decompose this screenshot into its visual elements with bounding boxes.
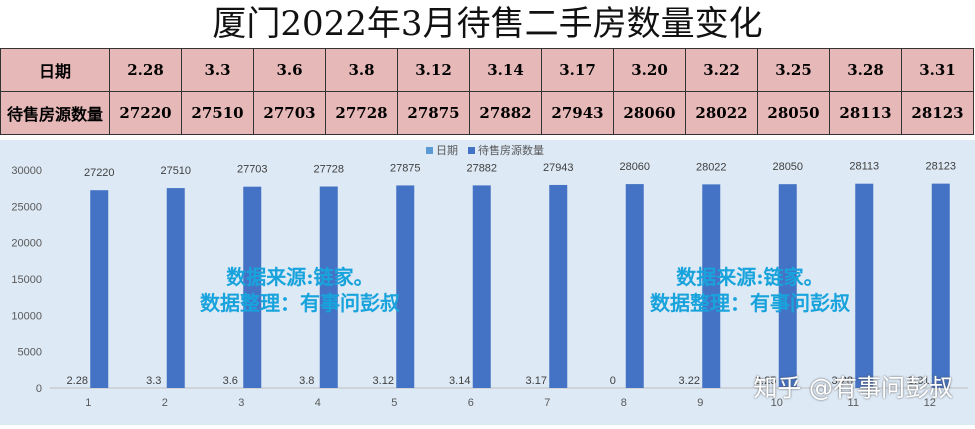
watermark-left-line1: 数据来源:链家。 <box>170 264 430 290</box>
x-tick-label: 2 <box>162 397 168 409</box>
bar-count <box>473 185 491 388</box>
watermark-left-line2: 数据整理：有事问彭叔 <box>170 290 430 316</box>
row-label-counts: 待售房源数量 <box>1 92 110 135</box>
data-label-count: 27882 <box>466 162 497 174</box>
table-cell-count: 27943 <box>542 92 614 135</box>
data-label-count: 27728 <box>313 164 344 176</box>
zhihu-watermark: 知乎 @有事问彭叔 <box>753 368 953 403</box>
data-label-count: 27943 <box>543 162 574 174</box>
x-tick-label: 8 <box>621 397 627 409</box>
data-label-count: 28050 <box>772 161 803 173</box>
data-label-count: 27703 <box>237 164 268 176</box>
table-cell-count: 28050 <box>758 92 830 135</box>
table-cell-date: 3.12 <box>398 49 470 92</box>
data-label-date: 0 <box>610 375 616 387</box>
x-tick-label: 3 <box>238 397 244 409</box>
data-label-count: 27510 <box>160 165 191 177</box>
table-cell-date: 3.17 <box>542 49 614 92</box>
table-cell-date: 3.22 <box>686 49 758 92</box>
table-cell-count: 28123 <box>902 92 974 135</box>
legend-swatch <box>468 147 475 154</box>
legend-swatch <box>426 147 433 154</box>
data-label-count: 28123 <box>925 161 956 173</box>
table-cell-date: 3.20 <box>614 49 686 92</box>
watermark-left: 数据来源:链家。 数据整理：有事问彭叔 <box>170 264 430 316</box>
table-cell-date: 2.28 <box>110 49 182 92</box>
watermark-right-line1: 数据来源:链家。 <box>620 264 880 290</box>
data-label-date: 3.17 <box>526 375 547 387</box>
data-label-count: 27220 <box>84 167 115 179</box>
watermark-right: 数据来源:链家。 数据整理：有事问彭叔 <box>620 264 880 316</box>
y-tick-label: 30000 <box>11 165 42 177</box>
x-tick-label: 7 <box>544 397 550 409</box>
table-cell-date: 3.28 <box>830 49 902 92</box>
chart-area: 0 5000 10000 15000 20000 25000 30000 日期 待售房源数量 2.… <box>0 140 975 425</box>
data-label-date: 3.12 <box>373 375 394 387</box>
data-label-date: 3.3 <box>146 375 161 387</box>
legend-label: 待售房源数量 <box>478 143 544 157</box>
x-tick-label: 5 <box>391 397 397 409</box>
y-tick-label: 10000 <box>11 310 42 322</box>
data-label-count: 28022 <box>696 161 727 173</box>
y-tick-label: 5000 <box>18 347 42 359</box>
x-tick-label: 4 <box>315 397 321 409</box>
table-cell-count: 28060 <box>614 92 686 135</box>
y-tick-label: 0 <box>36 383 42 395</box>
table-cell-date: 3.25 <box>758 49 830 92</box>
table-cell-count: 27882 <box>470 92 542 135</box>
data-label-date: 3.22 <box>679 375 700 387</box>
data-label-date: 3.14 <box>449 375 470 387</box>
x-tick-label: 6 <box>468 397 474 409</box>
table-cell-date: 3.31 <box>902 49 974 92</box>
y-tick-label: 15000 <box>11 274 42 286</box>
table-cell-date: 3.6 <box>254 49 326 92</box>
data-label-count: 28113 <box>849 161 879 173</box>
table-cell-count: 27510 <box>182 92 254 135</box>
table-cell-count: 28022 <box>686 92 758 135</box>
bar-count <box>90 190 108 388</box>
chart-title: 厦门2022年3月待售二手房数量变化 <box>0 0 975 48</box>
y-tick-label: 25000 <box>11 201 42 213</box>
legend-label: 日期 <box>436 144 458 157</box>
table-cell-count: 27703 <box>254 92 326 135</box>
table-cell-date: 3.8 <box>326 49 398 92</box>
data-label-date: 2.28 <box>67 375 88 387</box>
table-cell-count: 27728 <box>326 92 398 135</box>
bar-count <box>549 185 567 388</box>
table-cell-date: 3.3 <box>182 49 254 92</box>
table-cell-date: 3.14 <box>470 49 542 92</box>
row-label-dates: 日期 <box>1 49 110 92</box>
x-tick-label: 1 <box>85 397 91 409</box>
watermark-right-line2: 数据整理：有事问彭叔 <box>620 290 880 316</box>
table-cell-count: 27220 <box>110 92 182 135</box>
data-label-date: 3.6 <box>223 375 238 387</box>
y-tick-label: 20000 <box>11 238 42 250</box>
data-label-count: 27875 <box>390 162 421 174</box>
data-label-count: 28060 <box>619 161 650 173</box>
table-cell-count: 27875 <box>398 92 470 135</box>
bar-count <box>932 184 950 388</box>
x-tick-label: 9 <box>697 397 703 409</box>
table-cell-count: 28113 <box>830 92 902 135</box>
data-label-date: 3.8 <box>299 375 314 387</box>
